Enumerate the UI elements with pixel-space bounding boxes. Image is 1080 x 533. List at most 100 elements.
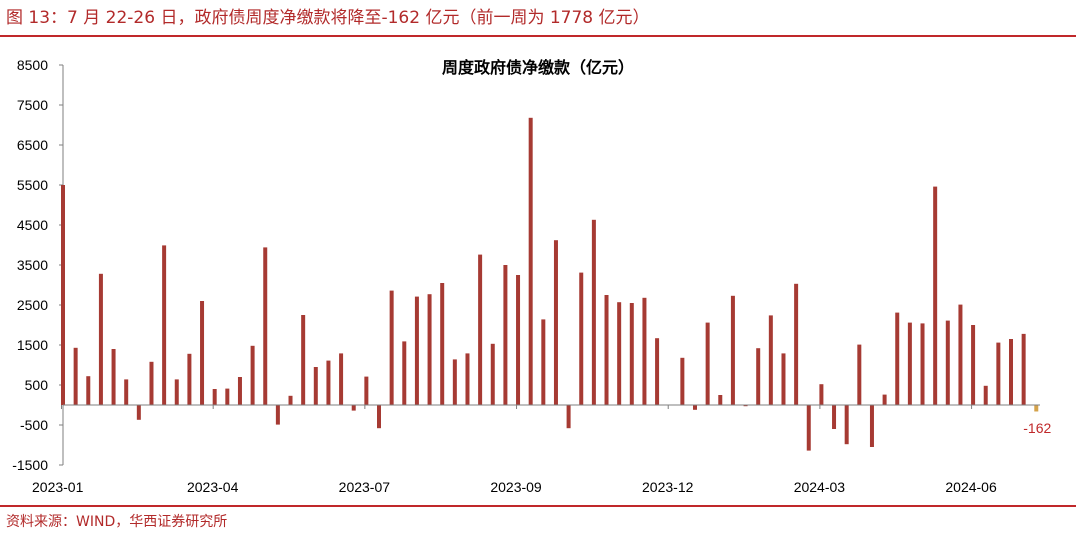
bar	[642, 297, 647, 405]
bar	[718, 395, 723, 405]
bar	[945, 320, 950, 405]
bar	[174, 379, 179, 405]
bar	[389, 290, 394, 405]
bar	[591, 219, 596, 405]
bar	[844, 405, 849, 445]
x-tick-label: 2023-07	[339, 479, 391, 495]
bar	[237, 377, 242, 405]
bar	[98, 273, 103, 405]
bar	[478, 254, 483, 405]
bar	[73, 347, 78, 405]
bar	[604, 295, 609, 405]
bar	[288, 395, 293, 405]
bar	[806, 405, 811, 451]
y-tick-label: 8500	[17, 57, 48, 73]
bar	[983, 385, 988, 405]
y-axis: 8500 7500 6500 5500 4500 3500 2500 1500 500 -500 -…	[12, 57, 64, 473]
bar	[225, 388, 230, 405]
bar	[882, 394, 887, 405]
bar	[301, 315, 306, 405]
bar	[1034, 405, 1039, 412]
bar	[832, 405, 837, 429]
bars	[61, 117, 1039, 451]
bar	[263, 247, 268, 405]
bar	[124, 379, 129, 405]
bar	[351, 405, 356, 411]
bar	[452, 359, 457, 405]
bar	[705, 322, 710, 405]
bar	[86, 376, 91, 405]
bar	[162, 245, 167, 405]
bar	[553, 240, 558, 405]
last-value-label: -162	[1023, 420, 1051, 436]
bar	[756, 348, 761, 405]
figure-caption: 图 13：7 月 22-26 日，政府债周度净缴款将降至-162 亿元（前一周为…	[6, 8, 650, 28]
bar	[996, 342, 1001, 405]
bar	[541, 319, 546, 405]
bar	[414, 296, 419, 405]
bar	[1021, 333, 1026, 405]
chart-title: 周度政府债净缴款（亿元）	[442, 58, 634, 77]
x-tick-label: 2024-03	[794, 479, 846, 495]
bar	[377, 405, 381, 429]
x-tick-label: 2023-12	[642, 479, 694, 495]
bar	[465, 353, 470, 405]
x-axis: 2023-01 2023-04 2023-07 2023-09 2023-12 2024-…	[32, 404, 1040, 495]
source-note: 资料来源：WIND，华西证券研究所	[6, 514, 228, 530]
bar	[440, 283, 445, 405]
bar	[326, 360, 331, 405]
bar	[743, 405, 748, 407]
y-tick-label: 6500	[17, 137, 48, 153]
bar	[794, 283, 799, 405]
y-tick-label: 1500	[17, 337, 48, 353]
bar	[212, 389, 217, 405]
bar	[768, 315, 773, 405]
bar	[516, 275, 521, 405]
bar	[907, 322, 912, 405]
bar	[402, 341, 407, 405]
bar	[136, 405, 141, 420]
bar	[933, 186, 938, 405]
top-rule	[0, 35, 1076, 37]
bar	[958, 304, 963, 405]
y-tick-label: -500	[20, 417, 48, 433]
bottom-rule	[0, 505, 1076, 507]
bar	[869, 405, 874, 447]
bar	[819, 384, 824, 405]
bar	[528, 117, 533, 406]
x-tick-label: 2023-09	[490, 479, 542, 495]
x-tick-label: 2023-01	[32, 479, 84, 495]
bar	[250, 345, 255, 405]
bar	[781, 353, 786, 405]
bar	[187, 353, 192, 405]
bar	[730, 295, 735, 405]
bar	[579, 272, 584, 405]
y-tick-label: 4500	[17, 217, 48, 233]
bar	[693, 405, 697, 410]
bar	[111, 349, 116, 405]
bar	[339, 353, 344, 405]
y-tick-label: 2500	[17, 297, 48, 313]
bar	[200, 301, 205, 405]
bar	[971, 325, 976, 405]
bar	[1009, 339, 1013, 405]
bar	[503, 265, 508, 405]
y-tick-label: 3500	[17, 257, 48, 273]
bar	[427, 294, 432, 405]
bar	[364, 376, 369, 405]
bar-chart: 周度政府债净缴款（亿元） 8500 7500 6500 5500 4500 3500 250…	[12, 57, 1051, 495]
y-tick-label: 500	[25, 377, 49, 393]
bar	[490, 343, 495, 405]
bar	[313, 367, 318, 405]
y-tick-label: 5500	[17, 177, 48, 193]
x-tick-label: 2024-06	[945, 479, 997, 495]
bar	[275, 405, 280, 425]
bar	[655, 338, 660, 405]
y-tick-label: 7500	[17, 97, 48, 113]
x-tick-label: 2023-04	[187, 479, 239, 495]
bar	[566, 405, 571, 429]
bar	[895, 312, 900, 405]
bar	[857, 344, 862, 405]
bar	[617, 302, 622, 405]
bar	[149, 361, 154, 405]
